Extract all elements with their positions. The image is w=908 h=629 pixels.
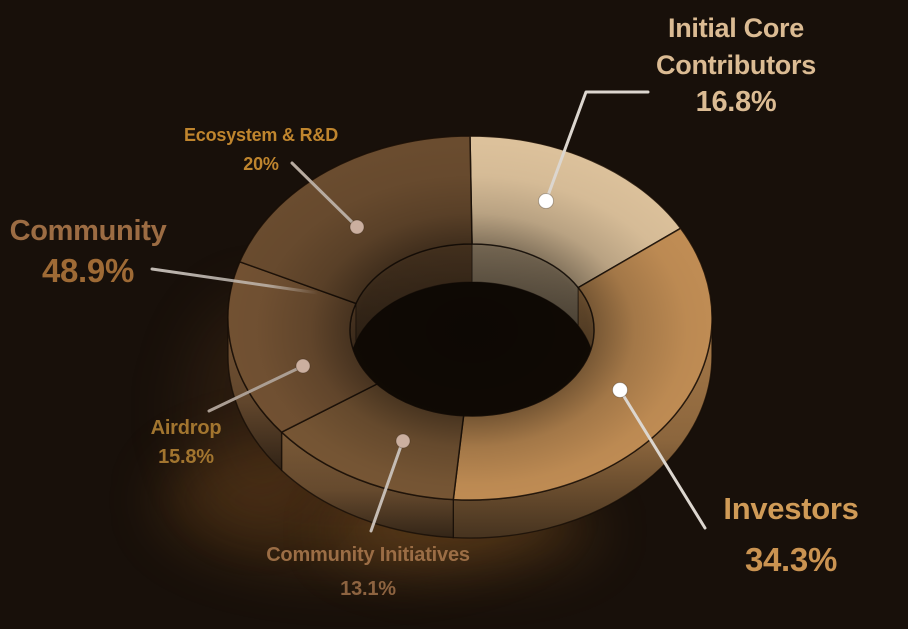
label-percent: 15.8% [158,446,214,468]
leader-line-investors [618,388,707,530]
label-percent: 48.9% [41,252,135,289]
leader-line-community [150,267,320,295]
leader-line-ecosystem-rd [290,161,357,227]
label-text: Community [9,215,167,247]
label-text: Contributors [656,50,816,80]
label-text: Investors [723,491,859,526]
marker-dot-investors [612,382,628,398]
label-text: Initial Core [668,13,804,43]
marker-dot-initial-core-contributors [538,193,554,209]
leader-line-community-initiatives [369,441,404,533]
label-percent: 34.3% [744,541,838,578]
label-text: Airdrop [150,417,222,439]
label-text: Ecosystem & R&D [183,125,339,145]
leader-lines [150,90,707,533]
label-initial-core-contributors: Initial Core Contributors 16.8% [606,10,866,121]
marker-dot-airdrop [295,358,311,374]
label-community: Community 48.9% [0,212,188,290]
leader-line-initial-core-contributors [544,90,650,203]
label-ecosystem-rd: Ecosystem & R&D 20% [151,121,371,179]
label-percent: 13.1% [340,578,396,600]
label-percent: 16.8% [695,86,777,118]
label-text: Community Initiatives [266,544,470,566]
label-investors: Investors 34.3% [681,483,901,585]
label-community-initiatives: Community Initiatives 13.1% [228,538,508,606]
label-airdrop: Airdrop 15.8% [106,414,266,472]
marker-dot-ecosystem-rd [349,219,365,235]
label-percent: 20% [243,154,279,174]
leader-line-airdrop [207,365,303,413]
marker-dot-community-initiatives [395,433,411,449]
